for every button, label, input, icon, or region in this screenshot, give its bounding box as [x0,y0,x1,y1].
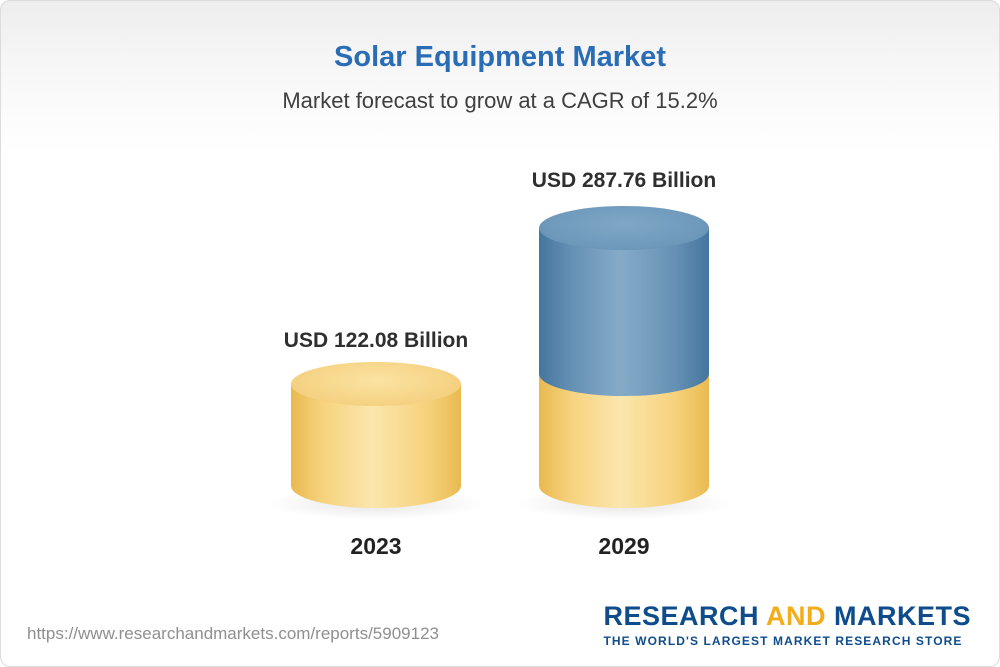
x-axis-label-2023: 2023 [350,533,402,559]
bar-value-label-2023: USD 122.08 Billion [283,329,469,352]
bar-2023-top-cap [291,362,461,406]
logo-word-research: RESEARCH [603,601,759,631]
bar-2029-top-cap [539,206,709,250]
logo-word-markets: MARKETS [834,601,971,631]
research-and-markets-logo: RESEARCH AND MARKETS THE WORLD'S LARGEST… [603,601,971,648]
logo-word-and: AND [765,601,826,631]
bar-value-label-2029: USD 287.76 Billion [531,169,717,192]
logo-wordmark: RESEARCH AND MARKETS [603,601,971,632]
x-axis-label-2029: 2029 [598,533,650,559]
report-url: https://www.researchandmarkets.com/repor… [27,624,439,643]
page-subtitle: Market forecast to grow at a CAGR of 15.… [282,88,718,113]
bar-2029-growth-segment [539,228,709,396]
logo-tagline: THE WORLD'S LARGEST MARKET RESEARCH STOR… [603,634,963,648]
page-title: Solar Equipment Market [334,41,666,73]
